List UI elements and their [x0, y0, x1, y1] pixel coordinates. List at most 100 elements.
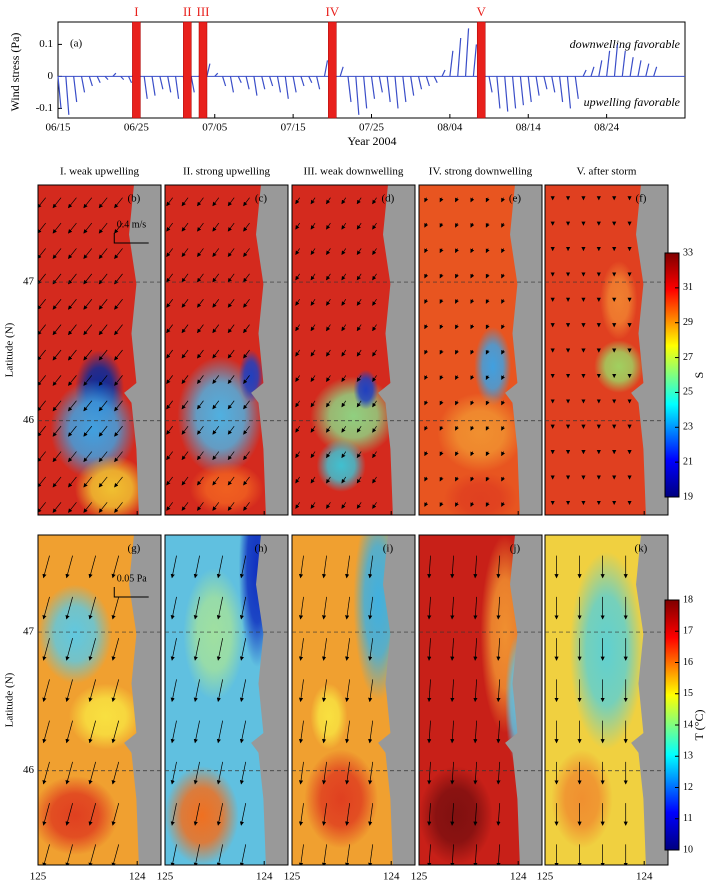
- vector-arrow: [455, 476, 459, 482]
- x-tick-label: 08/04: [437, 122, 463, 134]
- vector-arrow: [310, 349, 316, 357]
- vector-arrow: [496, 844, 501, 865]
- panel-label: (f): [635, 193, 646, 205]
- vector-arrow: [227, 375, 235, 384]
- map-panel: (d): [291, 184, 416, 516]
- wind-stick: [496, 76, 501, 109]
- vector-arrow: [450, 761, 455, 785]
- vector-arrow: [65, 761, 73, 785]
- vector-arrow: [38, 451, 46, 463]
- map-field: [292, 185, 415, 515]
- vector-arrow: [42, 761, 50, 785]
- colorbar-tick-label: 18: [683, 594, 693, 605]
- vector-arrow: [310, 248, 316, 256]
- land: [505, 185, 542, 515]
- annotation: downwelling favorable: [570, 37, 681, 51]
- vector-arrow: [501, 451, 506, 457]
- vector-arrow: [166, 502, 173, 511]
- vector-arrow: [310, 502, 316, 509]
- wind-stick: [127, 76, 133, 84]
- vector-arrow: [427, 761, 432, 785]
- vector-arrow: [243, 425, 250, 435]
- vector-arrow: [212, 476, 220, 486]
- vector-arrow: [166, 476, 173, 486]
- vector-arrow: [326, 273, 331, 281]
- vector-arrow: [450, 844, 455, 865]
- vector-arrow: [368, 844, 374, 865]
- x-tick-label: 124: [383, 871, 400, 883]
- x-tick-label: 124: [636, 871, 653, 883]
- vector-arrow: [345, 761, 351, 785]
- vector-arrow: [83, 476, 93, 488]
- vector-arrow: [485, 222, 490, 228]
- y-tick-label: 47: [23, 276, 35, 288]
- vector-arrow: [485, 451, 490, 457]
- vector-arrow: [455, 400, 459, 406]
- vector-arrow: [501, 324, 506, 330]
- vector-arrow: [341, 324, 347, 332]
- vector-arrow: [424, 476, 429, 482]
- vector-arrow: [197, 248, 204, 258]
- vector-arrow: [341, 502, 347, 509]
- vector-arrow: [356, 425, 362, 433]
- wind-stick: [378, 76, 383, 93]
- vector-arrow: [227, 476, 235, 486]
- vector-arrow: [341, 273, 347, 281]
- vector-arrow: [424, 222, 429, 228]
- vector-arrow: [111, 844, 120, 865]
- vector-arrow: [439, 451, 444, 457]
- vector-arrow: [83, 248, 93, 260]
- vector-arrow: [427, 679, 432, 703]
- vector-arrow: [68, 425, 77, 437]
- vector-arrow: [496, 555, 501, 579]
- vector-arrow: [227, 222, 235, 232]
- colorbar-tick-label: 13: [683, 751, 693, 762]
- wind-stick: [582, 69, 587, 77]
- vector-arrow: [424, 349, 429, 355]
- vector-arrow: [38, 324, 46, 336]
- wind-stick: [511, 76, 517, 109]
- vector-arrow: [83, 222, 93, 234]
- vector-arrow: [111, 803, 120, 826]
- wind-stick: [394, 76, 399, 109]
- vector-arrow: [166, 324, 173, 334]
- vector-arrow: [485, 273, 490, 279]
- vector-arrow: [326, 375, 331, 382]
- vector-arrow: [212, 248, 220, 258]
- event-bar: [476, 21, 486, 119]
- vector-arrow: [345, 555, 351, 579]
- vector-arrow: [38, 502, 46, 513]
- colorbar-tick-label: 12: [683, 782, 693, 793]
- vector-arrow: [68, 451, 77, 463]
- vector-arrow: [68, 324, 77, 336]
- wind-stick: [96, 76, 101, 84]
- vector-arrow: [114, 197, 123, 209]
- field-blob: [443, 472, 518, 515]
- map-field: [38, 535, 161, 865]
- vector-arrow: [193, 555, 200, 579]
- vector-arrow: [501, 502, 506, 507]
- vector-arrow: [170, 720, 177, 744]
- vector-arrow: [170, 679, 177, 703]
- vector-arrow: [473, 596, 478, 620]
- field-blob: [316, 439, 366, 492]
- wind-stick: [653, 66, 658, 77]
- vector-arrow: [243, 248, 250, 258]
- vector-arrow: [111, 638, 120, 661]
- wind-stick: [613, 44, 619, 77]
- vector-arrow: [243, 324, 250, 334]
- vector-arrow: [485, 349, 490, 355]
- vector-arrow: [98, 273, 108, 285]
- vector-arrow: [83, 400, 93, 412]
- vector-arrow: [212, 197, 220, 207]
- vector-arrow: [326, 451, 331, 459]
- vector-arrow: [470, 222, 475, 228]
- vector-arrow: [243, 451, 250, 461]
- wind-stick: [425, 76, 430, 87]
- field-blob: [304, 749, 379, 849]
- vector-arrow: [52, 299, 62, 310]
- vector-arrow: [38, 222, 46, 234]
- vector-arrow: [372, 400, 377, 408]
- vector-arrow: [295, 375, 300, 382]
- vector-arrow: [114, 476, 123, 488]
